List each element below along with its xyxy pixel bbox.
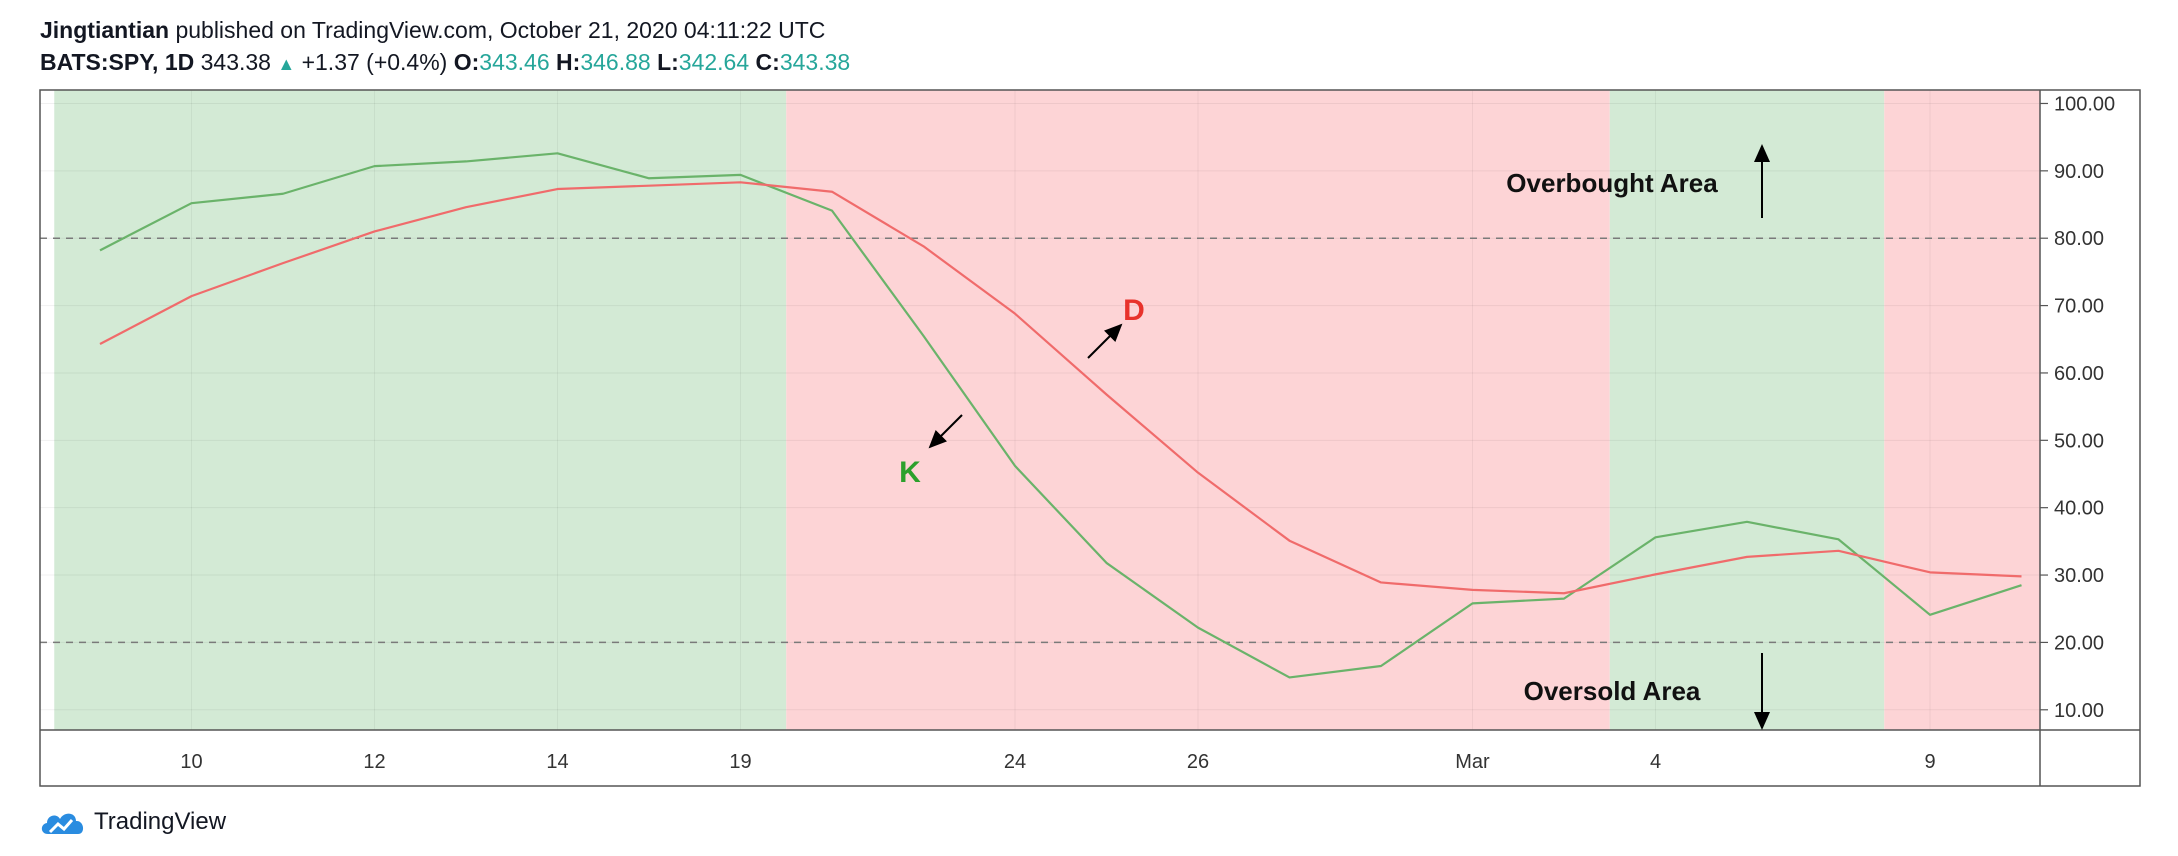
y-tick-label: 10.00 — [2054, 700, 2104, 722]
y-tick-label: 90.00 — [2054, 161, 2104, 183]
zone-red-3 — [1884, 90, 2040, 730]
y-tick-label: 50.00 — [2054, 430, 2104, 452]
chart-header: Jingtiantian published on TradingView.co… — [40, 14, 850, 80]
chart-frame — [39, 89, 2141, 787]
high-label: H: — [556, 49, 581, 75]
x-tick-label: 26 — [1187, 751, 1209, 773]
open-label: O: — [453, 49, 480, 75]
y-tick-label: 30.00 — [2054, 565, 2104, 587]
y-tick-label: 60.00 — [2054, 363, 2104, 385]
y-tick-label: 40.00 — [2054, 498, 2104, 520]
series-line-k — [99, 152, 2022, 679]
x-tick-label: 19 — [729, 751, 751, 773]
y-tick-label: 70.00 — [2054, 296, 2104, 318]
x-tick-label: 12 — [363, 751, 385, 773]
k-label: K — [899, 456, 921, 489]
zone-green-2 — [1609, 90, 1885, 730]
publish-line: Jingtiantian published on TradingView.co… — [40, 14, 850, 46]
x-tick-label: 10 — [180, 751, 202, 773]
y-tick-label: 20.00 — [2054, 632, 2104, 654]
stochastic-chart[interactable]: 100.00 90.00 80.00 70.00 60.00 50.00 40.00 30.0… — [0, 0, 2178, 800]
d-direction-arrow-icon — [1087, 323, 1123, 359]
series-line-d — [99, 181, 2022, 595]
open-value: 343.46 — [479, 49, 550, 75]
y-tick-label: 100.00 — [2054, 93, 2115, 115]
tradingview-cloud-icon — [41, 813, 84, 834]
oversold-annotation: Oversold Area — [1524, 676, 1701, 706]
author-name[interactable]: Jingtiantian — [40, 17, 170, 43]
low-value: 342.64 — [678, 49, 750, 75]
zone-red-1 — [786, 90, 1610, 730]
brand-name[interactable]: TradingView — [94, 808, 227, 835]
close-value: 343.38 — [779, 49, 851, 75]
price-change: +1.37 (+0.4%) — [301, 49, 448, 75]
last-price: 343.38 — [200, 49, 271, 75]
footer: TradingView — [38, 806, 226, 838]
overbought-annotation: Overbought Area — [1506, 168, 1718, 198]
x-tick-label: 24 — [1004, 751, 1026, 773]
publish-info: published on TradingView.com, October 21… — [169, 17, 826, 43]
symbol-label[interactable]: BATS:SPY, 1D — [40, 49, 195, 75]
up-triangle-icon: ▲ — [277, 54, 296, 74]
low-label: L: — [657, 49, 679, 75]
y-tick-label: 80.00 — [2054, 228, 2104, 250]
d-label: D — [1123, 294, 1145, 327]
quote-line: BATS:SPY, 1D 343.38 ▲ +1.37 (+0.4%) O:34… — [40, 46, 850, 80]
x-tick-label: 14 — [546, 751, 568, 773]
k-direction-arrow-icon — [928, 414, 963, 449]
x-tick-label: 9 — [1924, 751, 1935, 773]
zone-green-0 — [54, 90, 787, 730]
x-tick-label: 4 — [1650, 751, 1661, 773]
close-label: C: — [755, 49, 780, 75]
x-tick-label: Mar — [1455, 751, 1490, 773]
high-value: 346.88 — [580, 49, 651, 75]
